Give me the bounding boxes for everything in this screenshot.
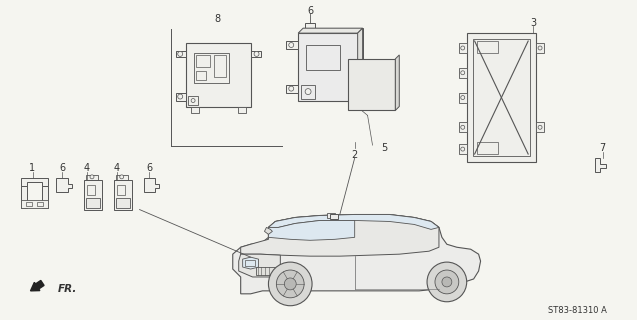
Bar [20, 200, 48, 208]
Bar [476, 142, 498, 154]
Circle shape [461, 46, 465, 50]
Circle shape [538, 125, 542, 129]
Circle shape [120, 175, 124, 179]
Bar [298, 33, 357, 100]
Polygon shape [241, 214, 439, 256]
Text: 3: 3 [530, 18, 536, 28]
Bar [87, 185, 95, 195]
Text: 6: 6 [307, 6, 313, 16]
Text: ST83-81310 A: ST83-81310 A [548, 306, 607, 315]
Circle shape [538, 46, 542, 50]
Bar [476, 41, 498, 53]
Circle shape [461, 96, 465, 100]
Bar [117, 185, 125, 195]
Bar [186, 43, 250, 108]
Bar [20, 186, 27, 208]
Polygon shape [116, 175, 127, 180]
Polygon shape [357, 28, 362, 100]
Bar [114, 180, 132, 210]
Bar [245, 260, 255, 266]
Bar [43, 186, 48, 208]
Polygon shape [176, 51, 186, 57]
Text: 2: 2 [352, 150, 358, 160]
Polygon shape [396, 55, 399, 110]
Polygon shape [459, 68, 467, 78]
Bar [327, 212, 335, 219]
Polygon shape [264, 228, 273, 234]
Polygon shape [20, 178, 48, 186]
Circle shape [191, 99, 195, 102]
Bar [84, 180, 102, 210]
Bar [330, 213, 338, 220]
Polygon shape [305, 23, 319, 39]
Bar [196, 71, 206, 80]
Polygon shape [286, 85, 298, 92]
Bar [303, 28, 362, 96]
Text: FR.: FR. [57, 284, 76, 294]
Bar [473, 39, 530, 156]
Text: 1: 1 [29, 163, 36, 173]
Circle shape [276, 270, 304, 298]
Circle shape [178, 94, 183, 99]
Bar [196, 55, 210, 67]
Bar [188, 96, 198, 106]
Bar [86, 198, 100, 208]
Circle shape [289, 43, 294, 47]
Text: 4: 4 [84, 163, 90, 173]
Circle shape [461, 125, 465, 129]
Text: 5: 5 [382, 143, 387, 153]
Text: 7: 7 [599, 143, 606, 153]
Circle shape [90, 175, 94, 179]
Circle shape [305, 89, 311, 95]
Bar [238, 108, 246, 113]
FancyArrow shape [31, 280, 44, 291]
Bar [467, 33, 536, 162]
Text: 8: 8 [215, 14, 221, 24]
Polygon shape [536, 43, 544, 53]
Polygon shape [286, 41, 298, 49]
Polygon shape [459, 144, 467, 154]
Polygon shape [268, 220, 355, 240]
Bar [348, 59, 396, 110]
Circle shape [178, 52, 183, 56]
Polygon shape [298, 28, 362, 33]
Circle shape [427, 262, 467, 302]
Bar [306, 45, 340, 70]
Polygon shape [239, 254, 280, 277]
Polygon shape [86, 175, 98, 180]
Circle shape [254, 52, 259, 56]
Polygon shape [459, 92, 467, 102]
Text: 6: 6 [59, 163, 66, 173]
Polygon shape [459, 122, 467, 132]
Circle shape [461, 71, 465, 75]
Polygon shape [233, 214, 480, 294]
Text: 6: 6 [147, 163, 152, 173]
Circle shape [289, 86, 294, 91]
Polygon shape [459, 43, 467, 53]
Bar [214, 55, 225, 77]
Bar [194, 53, 229, 83]
Bar [301, 85, 315, 99]
Circle shape [284, 278, 296, 290]
Polygon shape [243, 257, 259, 269]
Polygon shape [176, 92, 186, 100]
Polygon shape [536, 122, 544, 132]
Bar [255, 267, 275, 275]
Polygon shape [250, 51, 261, 57]
Circle shape [268, 262, 312, 306]
Circle shape [461, 147, 465, 151]
Bar [191, 108, 199, 113]
Circle shape [435, 270, 459, 294]
Polygon shape [56, 178, 72, 192]
Text: 4: 4 [113, 163, 120, 173]
Circle shape [442, 277, 452, 287]
Polygon shape [143, 178, 159, 192]
Polygon shape [594, 158, 606, 172]
Bar [25, 202, 31, 206]
Bar [116, 198, 130, 208]
Polygon shape [268, 214, 439, 229]
Bar [38, 202, 43, 206]
